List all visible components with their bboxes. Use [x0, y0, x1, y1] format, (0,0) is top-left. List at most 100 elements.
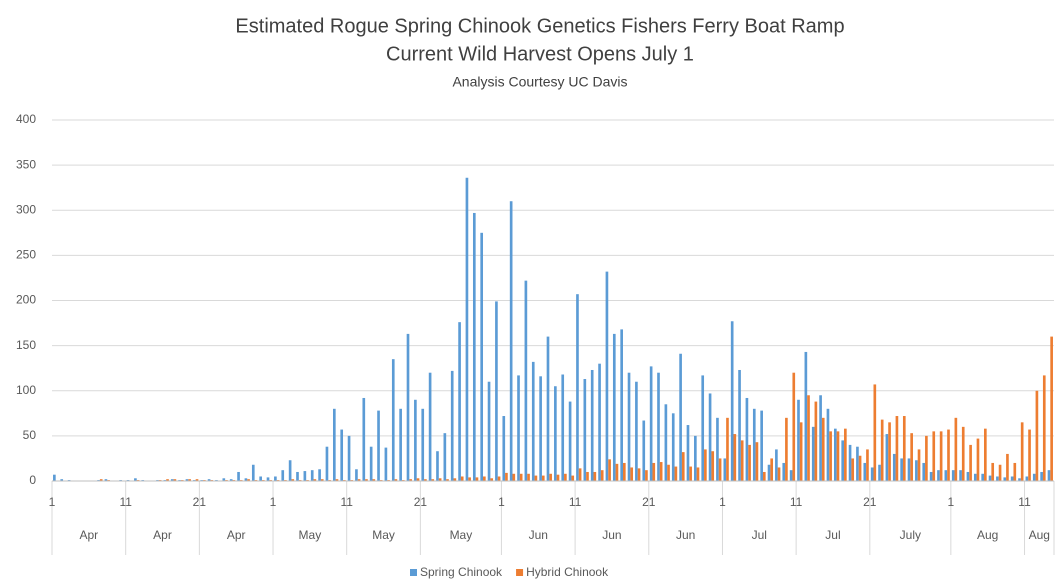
bar — [568, 401, 572, 481]
x-tick-label: 1 — [498, 495, 505, 509]
month-label: Jul — [752, 528, 767, 542]
bar — [637, 468, 641, 481]
bar — [475, 477, 479, 481]
x-tick-label: 21 — [193, 495, 207, 509]
bar — [998, 464, 1002, 481]
bar — [340, 429, 344, 481]
bar — [237, 471, 240, 481]
month-label: May — [450, 528, 473, 542]
chart-title: Estimated Rogue Spring Chinook Genetics … — [235, 15, 844, 37]
bar — [870, 467, 874, 481]
bar — [251, 464, 255, 481]
bar — [829, 431, 832, 481]
bar — [372, 479, 376, 481]
chart-title: Current Wild Harvest Opens July 1 — [386, 43, 694, 65]
bar — [170, 479, 174, 481]
bar — [799, 422, 803, 481]
y-tick-label: 400 — [16, 112, 36, 126]
bar — [996, 476, 999, 481]
month-label: Aug — [1029, 528, 1050, 542]
bar — [531, 361, 535, 481]
bar — [811, 426, 815, 481]
bar — [409, 479, 412, 481]
bar — [910, 433, 913, 481]
bar — [730, 321, 734, 481]
x-tick-label: 21 — [414, 495, 428, 509]
bar — [674, 466, 678, 481]
bar — [718, 458, 722, 481]
bar — [740, 440, 744, 481]
bar — [973, 473, 977, 481]
bar — [53, 474, 56, 481]
x-tick-label: 11 — [569, 495, 582, 509]
bar — [296, 471, 299, 481]
bar — [362, 397, 366, 481]
bar — [247, 479, 250, 481]
bar — [738, 369, 741, 481]
bar — [880, 419, 884, 481]
bar — [947, 429, 950, 481]
bar — [1018, 478, 1021, 481]
bar — [770, 458, 773, 481]
month-label: May — [299, 528, 322, 542]
x-tick-label: 11 — [790, 495, 803, 509]
bar — [541, 475, 545, 481]
bar — [981, 473, 985, 481]
x-tick-label: 1 — [948, 495, 955, 509]
bar — [414, 399, 417, 481]
bar — [519, 473, 523, 481]
bar — [406, 333, 410, 481]
bar — [468, 477, 471, 481]
legend-swatch — [410, 569, 417, 576]
bar — [1006, 453, 1009, 481]
bar — [549, 473, 552, 481]
bar — [509, 201, 513, 481]
bar — [939, 431, 943, 481]
bar — [222, 478, 226, 481]
bar — [821, 417, 825, 481]
bar — [959, 470, 962, 481]
bar — [333, 408, 336, 481]
bar — [593, 471, 597, 481]
bar — [399, 408, 402, 481]
month-label: Jun — [529, 528, 548, 542]
bar — [988, 475, 992, 481]
bar — [1050, 336, 1053, 481]
bar — [954, 417, 958, 481]
bar — [428, 372, 432, 481]
bar — [313, 479, 317, 481]
bar — [556, 474, 560, 481]
bar — [785, 417, 788, 481]
bar — [505, 472, 508, 481]
bar — [564, 473, 567, 481]
legend-label: Spring Chinook — [420, 565, 503, 579]
bar — [546, 336, 550, 481]
bar — [885, 434, 889, 481]
bar — [892, 453, 896, 481]
bar — [925, 435, 928, 481]
bar — [1035, 390, 1039, 481]
bar — [104, 479, 108, 481]
bar — [465, 177, 469, 481]
legend-swatch — [516, 569, 524, 576]
bar — [664, 404, 668, 481]
bar — [902, 416, 906, 481]
bar — [745, 397, 749, 481]
bar — [460, 476, 464, 481]
bar — [1013, 462, 1017, 481]
legend-label: Hybrid Chinook — [526, 565, 609, 579]
bar — [458, 322, 461, 481]
bar — [173, 479, 177, 481]
bar — [512, 473, 516, 481]
bar — [424, 479, 427, 481]
bar — [681, 452, 685, 481]
x-tick-label: 1 — [719, 495, 726, 509]
bar — [819, 395, 822, 481]
bar — [642, 420, 646, 481]
bar — [652, 462, 656, 481]
bar — [792, 372, 796, 481]
bar — [612, 333, 616, 481]
bar — [259, 476, 262, 481]
bar — [984, 428, 987, 481]
bar — [814, 401, 818, 481]
